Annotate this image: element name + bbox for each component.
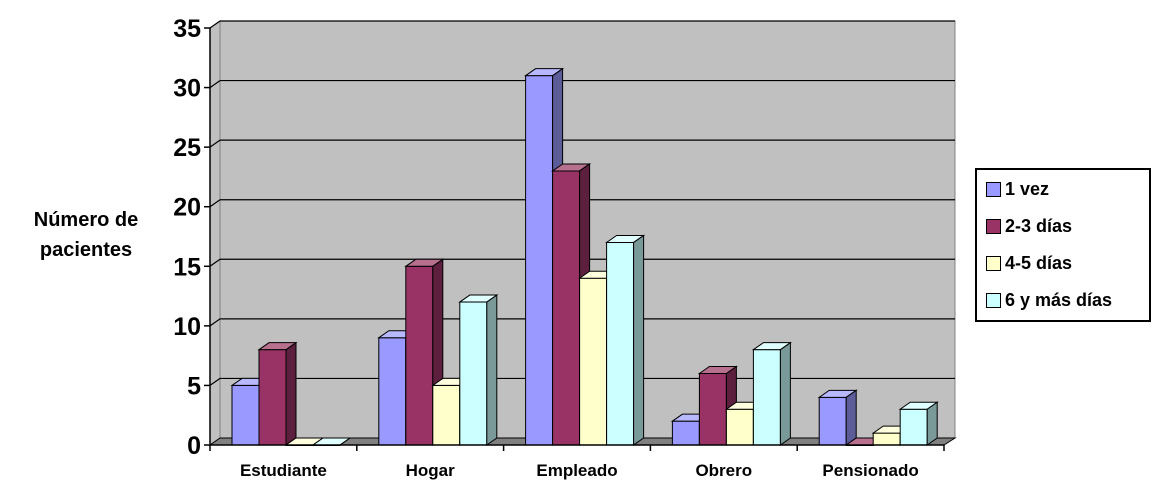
bar-front	[698, 373, 727, 446]
bar-front	[671, 420, 700, 446]
legend-swatch	[986, 292, 1001, 308]
bar-front	[579, 277, 608, 446]
bar-side	[845, 389, 857, 446]
legend-label: 6 y más días	[1005, 289, 1113, 310]
legend-item-1-vez: 1 vez	[986, 176, 1049, 202]
gridline-depth	[209, 20, 221, 29]
legend-label: 1 vez	[1005, 178, 1050, 199]
bar	[898, 401, 939, 446]
legend-swatch	[986, 255, 1001, 271]
bar-front	[552, 170, 581, 446]
y-tick-label: 15	[173, 253, 201, 281]
bar	[605, 234, 646, 446]
bar-front	[405, 265, 434, 446]
bar-side	[779, 341, 791, 446]
x-tick-labels: Estudiante Hogar Empleado Obrero Pensionado	[240, 461, 919, 480]
bar	[751, 341, 792, 446]
bar-front	[899, 408, 928, 446]
legend-item-6-y-mas-dias: 6 y más días	[986, 287, 1112, 313]
x-tick-label: Hogar	[406, 461, 456, 480]
y-tick-label: 10	[173, 313, 201, 341]
bar-front	[818, 396, 847, 446]
bar	[257, 341, 298, 446]
gridline-depth	[209, 377, 221, 386]
bar-side	[285, 341, 297, 446]
gridline-depth	[209, 80, 221, 89]
y-tick-labels: 0 5 10 15 20 25 30 35	[173, 15, 201, 460]
y-tick-label: 5	[187, 372, 201, 400]
bar-front	[725, 408, 754, 446]
axes	[204, 27, 945, 451]
bar-front	[752, 349, 781, 446]
bar-front	[459, 301, 488, 446]
bar-front	[872, 432, 901, 446]
gridline-depth	[209, 258, 221, 267]
y-axis-title-line-1: Número de	[33, 209, 139, 231]
y-tick-label: 25	[173, 134, 201, 162]
bar-front	[258, 349, 287, 446]
y-axis-title: Número de pacientes	[18, 205, 154, 265]
x-tick-label: Obrero	[695, 461, 752, 480]
gridline-depth	[209, 139, 221, 148]
bar-side	[486, 294, 498, 446]
y-tick-label: 0	[187, 432, 201, 460]
legend-label: 4-5 días	[1005, 252, 1073, 273]
bar	[817, 389, 858, 446]
bar	[551, 163, 592, 446]
bar-side	[633, 234, 645, 446]
legend: 1 vez 2-3 días 4-5 días 6 y más días	[975, 168, 1151, 322]
bar-front	[525, 75, 554, 446]
bar-front	[606, 241, 635, 446]
bar-side	[926, 401, 938, 446]
legend-item-2-3-dias: 2-3 días	[986, 213, 1072, 239]
x-tick-label: Pensionado	[822, 461, 918, 480]
gridline-depth	[209, 199, 221, 208]
legend-item-4-5-dias: 4-5 días	[986, 250, 1072, 276]
bar	[458, 294, 499, 446]
bar-front	[432, 384, 461, 446]
bars	[230, 67, 939, 446]
y-tick-label: 30	[173, 75, 201, 103]
bar-front	[231, 384, 260, 446]
legend-label: 2-3 días	[1005, 215, 1073, 236]
y-axis-title-line-2: pacientes	[39, 239, 133, 261]
legend-swatch	[986, 218, 1001, 234]
y-tick-label: 20	[173, 194, 201, 222]
bar-front	[378, 337, 407, 446]
gridline-depth	[209, 318, 221, 327]
y-tick-label: 35	[173, 15, 201, 43]
x-tick-label: Empleado	[536, 461, 617, 480]
bar-side	[339, 437, 351, 446]
x-tick-label: Estudiante	[240, 461, 327, 480]
legend-swatch	[986, 181, 1001, 197]
